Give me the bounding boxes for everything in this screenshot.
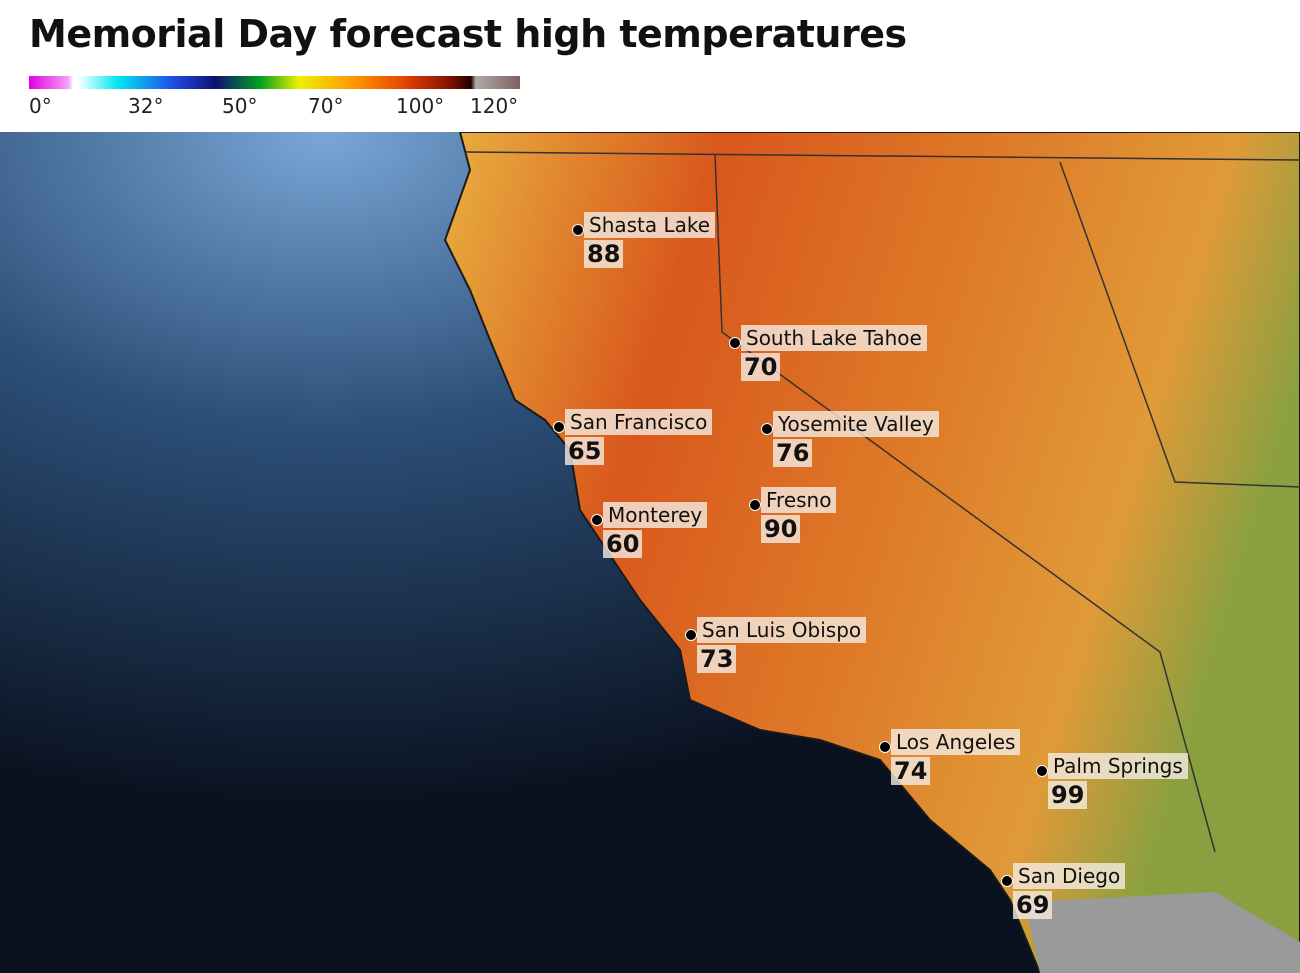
city-temp: 65: [565, 437, 605, 465]
city-temp: 60: [603, 530, 643, 558]
city-dot: [879, 741, 891, 753]
city-dot: [761, 423, 773, 435]
mexico-region: [1025, 892, 1300, 973]
page-title: Memorial Day forecast high temperatures: [29, 12, 907, 56]
city-name: San Luis Obispo: [697, 617, 867, 643]
legend-tick: 0°: [29, 94, 52, 118]
city-temp: 90: [761, 515, 801, 543]
city-dot: [572, 224, 584, 236]
city-name: Palm Springs: [1048, 753, 1188, 779]
state-borders: [464, 151, 1300, 853]
city-temp: 69: [1013, 891, 1053, 919]
city-dot: [729, 337, 741, 349]
city-name: San Diego: [1013, 863, 1126, 889]
city-name: Fresno: [761, 487, 837, 513]
city-name: Monterey: [603, 502, 708, 528]
city-name: Los Angeles: [891, 729, 1021, 755]
city-temp: 73: [697, 645, 737, 673]
legend-tick: 70°: [308, 94, 344, 118]
city-dot: [749, 499, 761, 511]
legend-tick: 32°: [128, 94, 164, 118]
city-temp: 76: [773, 439, 813, 467]
city-name: Yosemite Valley: [773, 411, 939, 437]
legend-tick: 100°: [396, 94, 445, 118]
city-name: Shasta Lake: [584, 212, 716, 238]
city-dot: [1001, 875, 1013, 887]
city-temp: 74: [891, 757, 931, 785]
city-name: San Francisco: [565, 409, 713, 435]
city-dot: [591, 514, 603, 526]
city-name: South Lake Tahoe: [741, 325, 927, 351]
legend-tick: 50°: [222, 94, 258, 118]
city-dot: [553, 421, 565, 433]
legend-tick: 120°: [470, 94, 519, 118]
city-temp: 99: [1048, 781, 1088, 809]
city-temp: 88: [584, 240, 624, 268]
city-dot: [685, 629, 697, 641]
city-dot: [1036, 765, 1048, 777]
temperature-map: [0, 132, 1300, 973]
temperature-legend-bar: [29, 76, 520, 89]
city-temp: 70: [741, 353, 781, 381]
